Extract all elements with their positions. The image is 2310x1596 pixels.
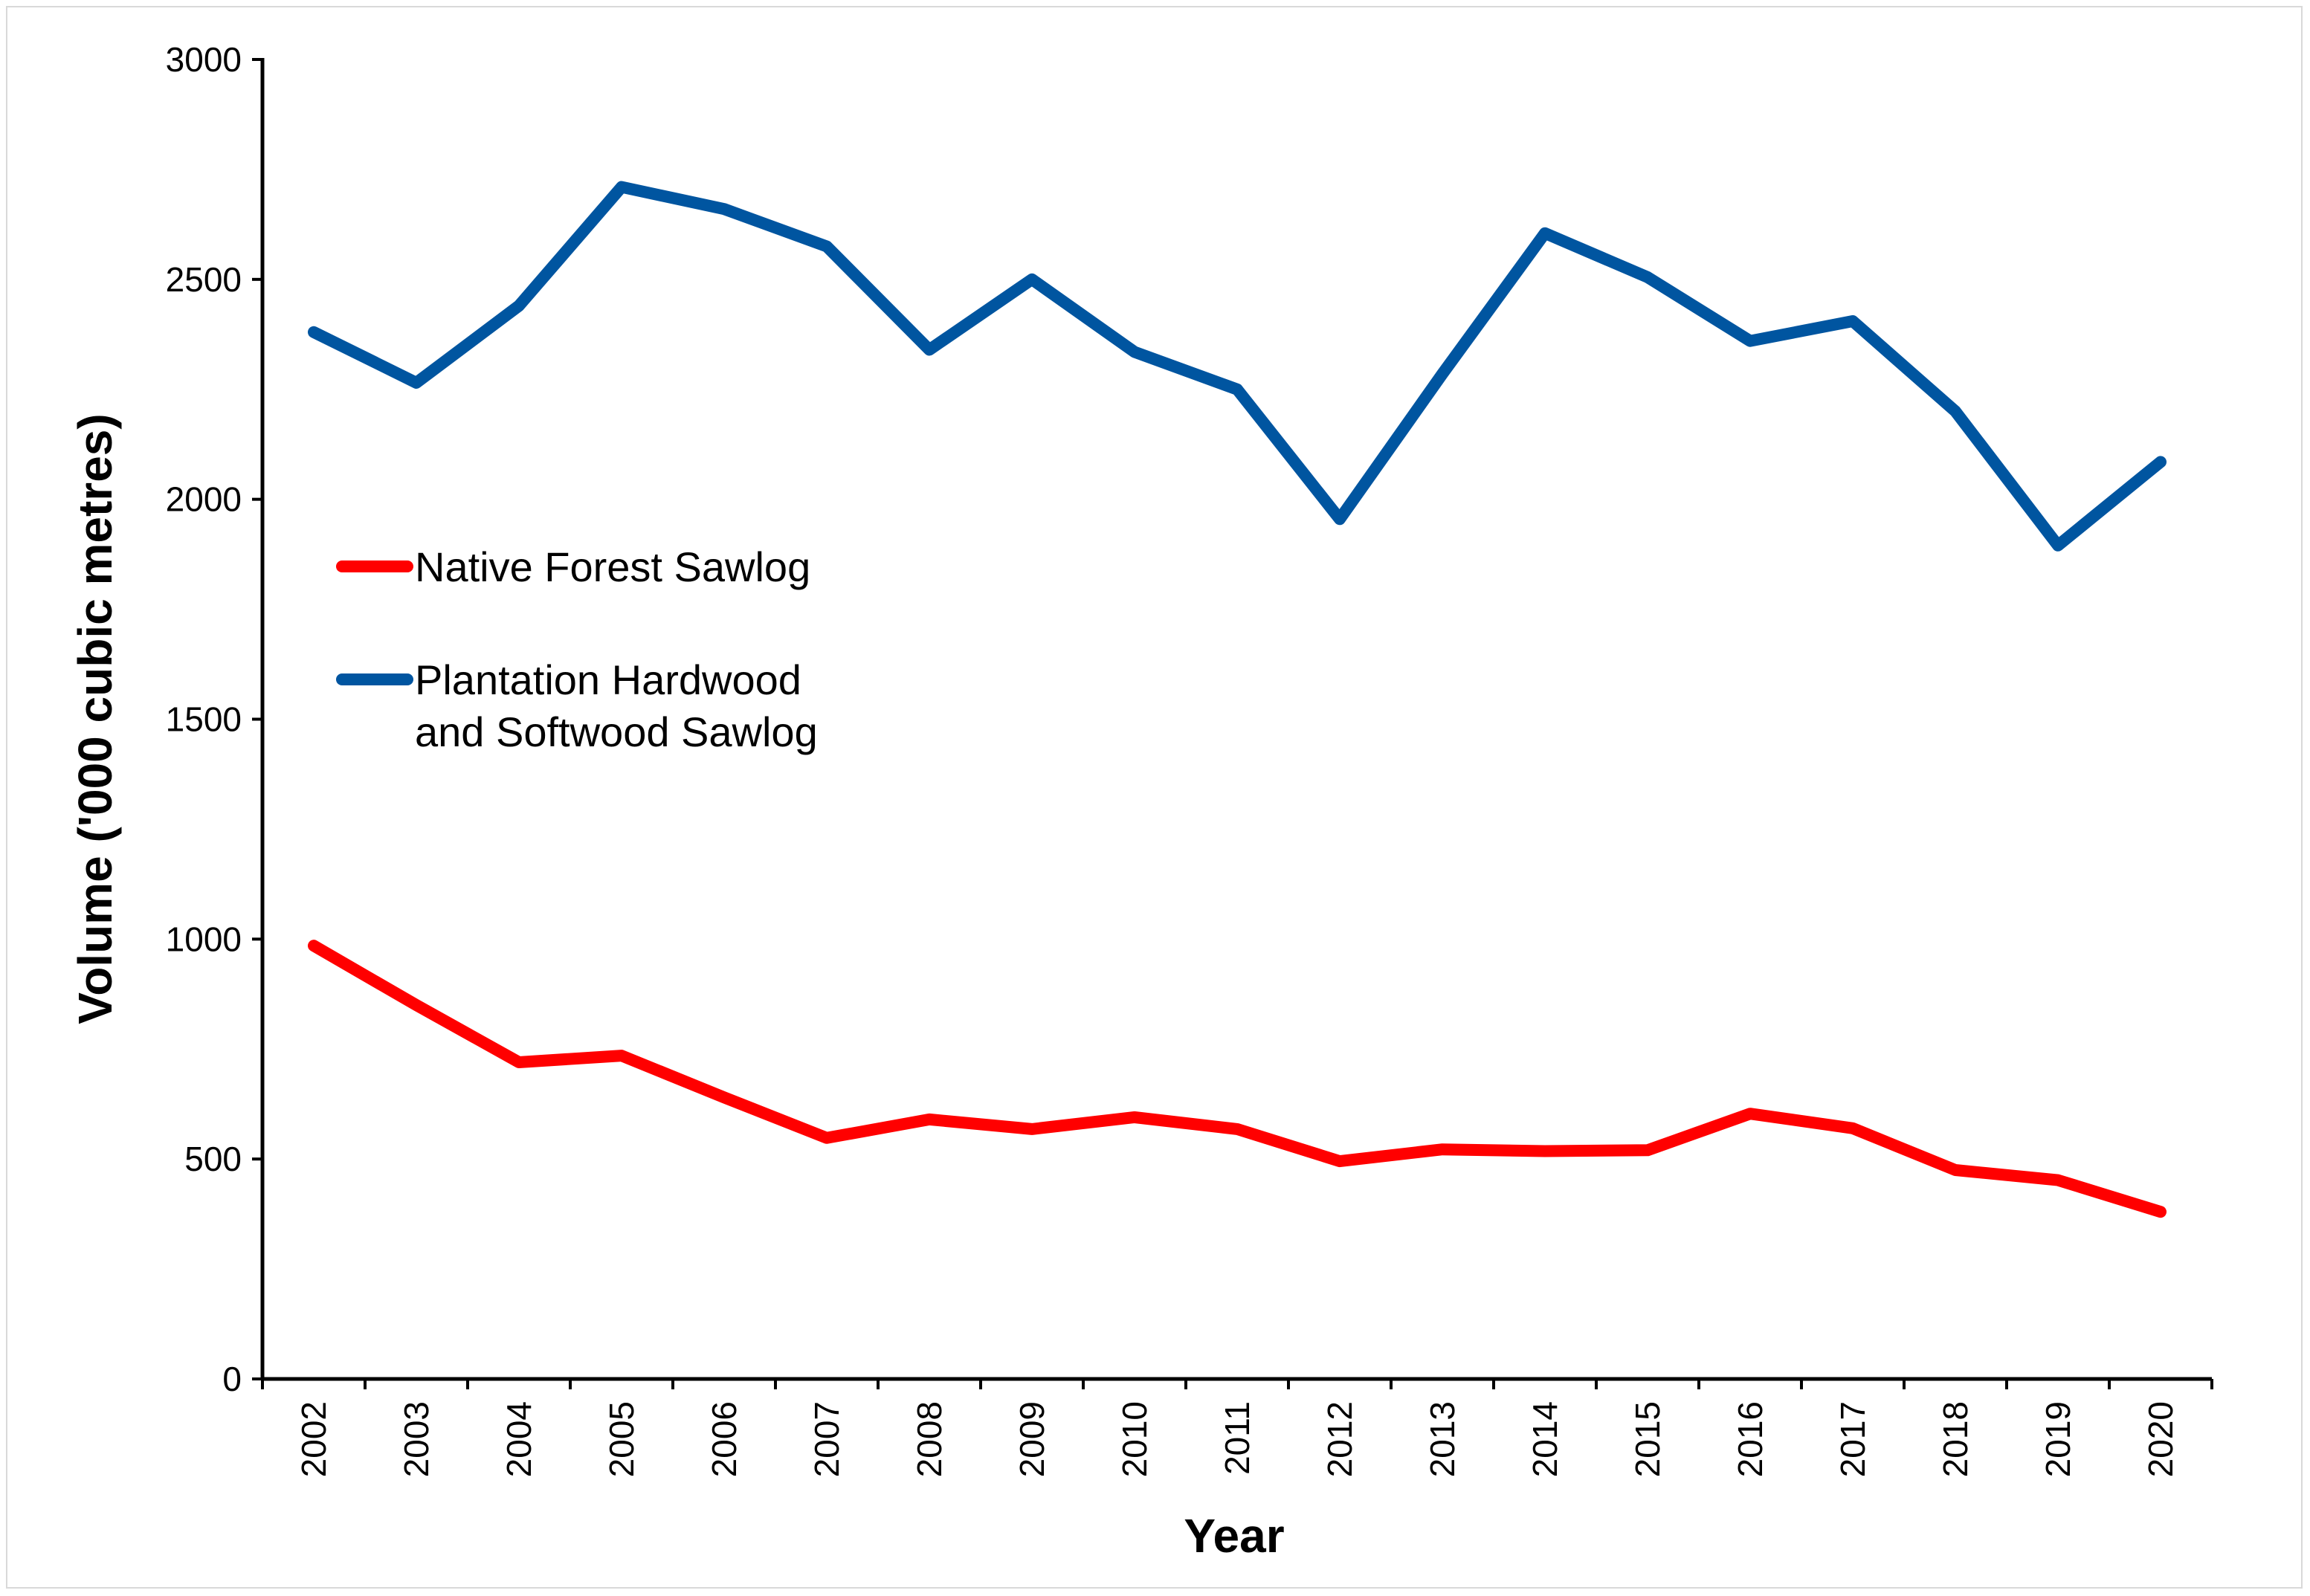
- x-tick-label: 2010: [1115, 1401, 1154, 1477]
- legend-label-plantation-line-1: Plantation Hardwood: [415, 656, 801, 703]
- y-axis-title: Volume ('000 cubic metres): [68, 413, 122, 1024]
- x-tick-label: 2013: [1423, 1401, 1462, 1477]
- series-line-native-forest: [308, 940, 2167, 1218]
- y-tick-label: 0: [222, 1360, 242, 1398]
- x-tick-label: 2009: [1013, 1401, 1051, 1477]
- x-axis-title: Year: [1184, 1509, 1284, 1563]
- series-layer: [308, 181, 2167, 1218]
- x-tick-label: 2019: [2039, 1401, 2077, 1477]
- x-tick-label: 2002: [294, 1401, 333, 1477]
- y-tick-label: 1500: [166, 700, 242, 739]
- legend-label-native-forest: Native Forest Sawlog: [415, 543, 810, 590]
- x-tick-label: 2005: [602, 1401, 641, 1477]
- x-tick-label: 2008: [910, 1401, 949, 1477]
- x-tick-label: 2020: [2141, 1401, 2180, 1477]
- x-tick-label: 2006: [705, 1401, 743, 1477]
- legend-label-plantation-line-2: and Softwood Sawlog: [415, 708, 818, 755]
- x-tick-label: 2016: [1731, 1401, 1769, 1477]
- chart-frame: [6, 6, 2303, 1589]
- x-tick-label: 2004: [500, 1401, 538, 1477]
- y-tick-label: 500: [184, 1140, 242, 1178]
- x-tick-label: 2018: [1936, 1401, 1975, 1477]
- legend-item-plantation: Plantation Hardwood and Softwood Sawlog: [336, 656, 818, 755]
- y-tick-label: 3000: [166, 40, 242, 79]
- x-tick-label: 2015: [1628, 1401, 1667, 1477]
- x-tick-label: 2014: [1526, 1401, 1564, 1477]
- series-line-plantation: [308, 181, 2167, 552]
- x-tick-label: 2007: [807, 1401, 846, 1477]
- legend-item-native-forest: Native Forest Sawlog: [336, 543, 810, 590]
- y-tick-label: 1000: [166, 920, 242, 958]
- x-tick-label: 2011: [1218, 1401, 1256, 1475]
- x-tick-label: 2003: [397, 1401, 436, 1477]
- x-tick-label: 2012: [1320, 1401, 1359, 1477]
- x-tick-label: 2017: [1833, 1401, 1872, 1477]
- y-ticks: 0 500 1000 1500 2000 2500 3000: [166, 40, 262, 1398]
- x-ticks: 2002 2003 2004 2005 2006 2007 2008 2009 2010 2011…: [261, 1379, 2213, 1477]
- y-tick-label: 2500: [166, 260, 242, 299]
- legend: Native Forest Sawlog Plantation Hardwood…: [336, 543, 818, 755]
- y-tick-label: 2000: [166, 480, 242, 519]
